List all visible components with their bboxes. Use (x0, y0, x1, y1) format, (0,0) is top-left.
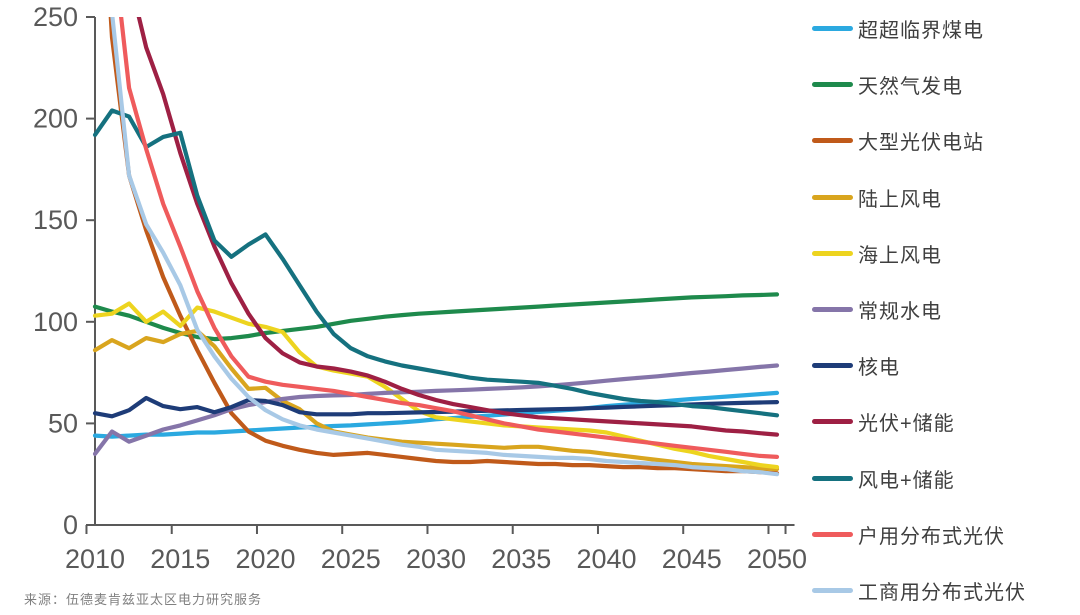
legend-item: 风电+储能 (812, 464, 1080, 493)
legend-label: 工商用分布式光伏 (858, 581, 1026, 604)
series-line-风电+储能 (92, 108, 780, 418)
legend-item: 工商用分布式光伏 (812, 576, 1080, 605)
series-line-户用分布式光伏 (119, 17, 780, 459)
x-axis-tick-label: 2020 (235, 544, 295, 574)
legend-label: 陆上风电 (858, 188, 942, 211)
legend-swatch-icon (812, 26, 853, 31)
series-line-光伏+储能 (136, 17, 780, 437)
legend-label: 风电+储能 (858, 469, 955, 492)
legend-item: 陆上风电 (812, 183, 1080, 212)
legend-swatch-icon (812, 475, 853, 481)
x-axis-tick-label: 2035 (491, 544, 551, 574)
legend-item: 天然气发电 (812, 70, 1080, 99)
series-line-核电 (92, 395, 780, 419)
series-line-大型光伏电站 (108, 17, 780, 476)
legend-item: 大型光伏电站 (812, 126, 1080, 155)
legend-label: 天然气发电 (858, 76, 963, 99)
legend-label: 海上风电 (858, 244, 942, 267)
x-axis-tick-label: 2040 (576, 544, 636, 574)
legend-swatch-icon (812, 194, 853, 200)
series-line-常规水电 (92, 363, 780, 456)
y-axis-tick-label: 250 (33, 2, 78, 32)
series-line-陆上风电 (92, 328, 780, 472)
x-axis-tick-label: 2045 (662, 544, 722, 574)
y-axis-tick-label: 150 (33, 205, 78, 235)
legend-label: 常规水电 (858, 300, 942, 323)
legend-swatch-icon (812, 82, 853, 88)
legend-label: 核电 (858, 357, 900, 380)
x-axis-tick-label: 2030 (406, 544, 466, 574)
line-chart-plot: 0 50 100 150 200 250 2010 2015 2020 2025 2030 2035 2… (33, 2, 807, 574)
legend-label: 光伏+储能 (858, 413, 955, 436)
y-axis-tick-label: 50 (48, 408, 78, 438)
y-axis-tick-label: 0 (63, 510, 78, 540)
legend-item: 光伏+储能 (812, 407, 1080, 436)
legend-item: 核电 (812, 351, 1080, 380)
legend-swatch-icon (812, 138, 853, 144)
legend-swatch-icon (812, 250, 853, 256)
legend-swatch-icon (812, 531, 853, 537)
legend-label: 户用分布式光伏 (858, 525, 1005, 548)
legend-label: 大型光伏电站 (858, 132, 984, 155)
legend-item: 户用分布式光伏 (812, 520, 1080, 549)
x-axis-tick-label: 2050 (747, 544, 807, 574)
legend-swatch-icon (812, 363, 853, 369)
y-axis-tick-label: 100 (33, 307, 78, 337)
legend-item: 常规水电 (812, 295, 1080, 324)
legend-swatch-icon (812, 587, 853, 593)
legend-swatch-icon (812, 306, 853, 312)
x-axis-tick-label: 2025 (321, 544, 381, 574)
x-axis-tick-label: 2010 (65, 544, 125, 574)
x-axis-tick-label: 2015 (150, 544, 210, 574)
legend-item: 超超临界煤电 (812, 14, 1080, 43)
legend-swatch-icon (812, 419, 853, 425)
y-axis-tick-label: 200 (33, 104, 78, 134)
legend-item: 海上风电 (812, 239, 1080, 268)
legend-label: 超超临界煤电 (858, 20, 984, 42)
series-line-工商用分布式光伏 (110, 17, 780, 477)
chart-legend: 超超临界煤电 天然气发电大型光伏电站 陆上风电海上风电常规水电核电光伏+储能风电+储… (812, 0, 1080, 615)
source-note: 来源：伍德麦肯兹亚太区电力研究服务 (24, 592, 263, 607)
